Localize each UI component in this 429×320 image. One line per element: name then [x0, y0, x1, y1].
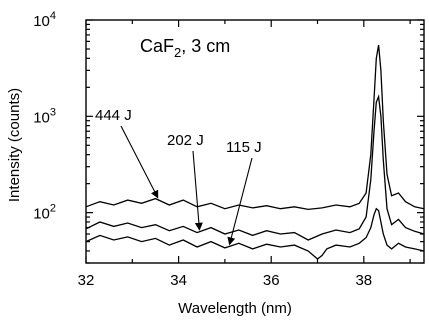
panel-label-rest: , 3 cm	[181, 36, 230, 56]
y-tick-label-exponent: 3	[50, 106, 56, 118]
annotation-layer: 444 J 202 J 115 J	[95, 107, 262, 246]
series-line-1	[85, 44, 425, 211]
y-axis-title: Intensity (counts)	[6, 88, 23, 202]
y-tick-label: 102	[33, 203, 56, 223]
x-axis-title: Wavelength (nm)	[178, 300, 292, 317]
x-tick-label: 38	[355, 272, 372, 289]
annotation-label: 202 J	[167, 132, 204, 149]
annotation-label: 444 J	[95, 107, 132, 124]
panel-label-subscript: 2	[174, 45, 181, 60]
annotation-arrow	[120, 125, 159, 199]
annotation-arrow	[227, 157, 253, 246]
panel-label-main: CaF	[140, 36, 174, 56]
y-tick-label: 103	[33, 106, 56, 126]
x-tick-label: 34	[170, 272, 187, 289]
y-tick-label-base: 10	[33, 206, 50, 223]
y-tick-label-exponent: 2	[50, 203, 56, 215]
panel-label: CaF2, 3 cm	[140, 36, 230, 60]
y-tick-label-base: 10	[33, 109, 50, 126]
x-tick-label: 32	[78, 272, 95, 289]
series-line-3	[85, 207, 425, 260]
y-tick-label-exponent: 4	[50, 10, 56, 22]
annotation-arrow	[192, 150, 203, 231]
x-tick-label: 36	[263, 272, 280, 289]
annotation-label: 115 J	[226, 139, 262, 156]
series-layer	[85, 44, 425, 260]
y-tick-label: 104	[33, 10, 56, 30]
y-tick-label-base: 10	[33, 13, 50, 30]
plot-frame	[85, 19, 425, 264]
series-line-2	[85, 94, 425, 241]
